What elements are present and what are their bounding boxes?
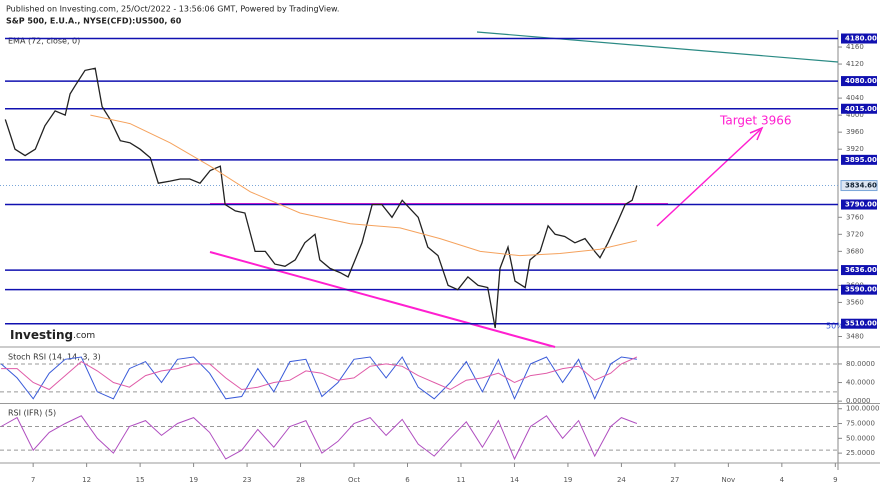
level-box xyxy=(841,154,877,165)
level-label: 4180.00 xyxy=(845,35,877,43)
arrow-head xyxy=(749,126,764,141)
publish-note: Published on Investing.com, 25/Oct/2022 … xyxy=(6,5,339,14)
x-tick-label: 28 xyxy=(296,476,305,484)
target-arrow xyxy=(656,129,761,227)
y-tick-label: 3960 xyxy=(846,128,864,136)
x-tick-label: 24 xyxy=(617,476,626,484)
y-tick-label: 75.0000 xyxy=(846,420,875,428)
x-tick-label: 9 xyxy=(833,476,837,484)
y-tick-label: 4120 xyxy=(846,60,864,68)
level-label: 3636.00 xyxy=(845,266,877,274)
y-tick-label: 0.0000 xyxy=(846,397,871,405)
level-label: 3590.00 xyxy=(845,286,877,294)
x-tick-label: 19 xyxy=(563,476,572,484)
series-line xyxy=(1,356,638,391)
level-box xyxy=(841,76,877,87)
logo-suffix: .com xyxy=(73,331,95,341)
logo: Investing.com xyxy=(10,328,95,342)
y-tick-label: 50.0000 xyxy=(846,434,875,442)
x-tick-label: 27 xyxy=(670,476,679,484)
y-tick-label: 3760 xyxy=(846,213,864,221)
panel-title: Stoch RSI (14, 14, 3, 3) xyxy=(8,353,101,362)
level-box xyxy=(841,199,877,210)
indicator-label: EMA (72, close, 0) xyxy=(8,37,80,46)
x-tick-label: Oct xyxy=(348,476,360,484)
series-line xyxy=(0,415,638,461)
panel-title: RSI (IFR) (5) xyxy=(8,409,56,418)
y-tick-label: 3680 xyxy=(846,247,864,255)
y-tick-label: 100.0000 xyxy=(846,405,879,413)
y-tick-label: 4160 xyxy=(846,43,864,51)
series-line xyxy=(90,114,638,257)
level-label: 3895.00 xyxy=(845,156,877,164)
series-line xyxy=(4,67,638,329)
x-tick-label: 7 xyxy=(31,476,35,484)
last-price-box xyxy=(840,180,878,192)
level-box xyxy=(841,103,877,114)
level-label: 3510.00 xyxy=(845,320,877,328)
x-tick-label: 6 xyxy=(405,476,410,484)
y-tick-label: 3560 xyxy=(846,298,864,306)
symbol: S&P 500, E.U.A., NYSE(CFD):US500, 60 xyxy=(6,17,182,26)
last-price-label: 3834.60 xyxy=(845,182,877,190)
x-tick-label: Nov xyxy=(722,476,736,484)
support-line xyxy=(209,251,556,348)
y-tick-label: 4040 xyxy=(846,94,864,102)
y-tick-label: 4000 xyxy=(846,111,864,119)
y-tick-label: 3720 xyxy=(846,230,864,238)
level-box xyxy=(841,33,877,44)
level-box xyxy=(841,265,877,276)
trend-line xyxy=(476,31,839,63)
target-annotation: Target 3966 xyxy=(719,114,791,128)
y-tick-label: 80.0000 xyxy=(846,360,875,368)
fib-annotation: 50% xyxy=(826,322,844,331)
x-tick-label: 4 xyxy=(780,476,785,484)
level-label: 4080.00 xyxy=(845,77,877,85)
level-box xyxy=(841,318,877,329)
level-label: 4015.00 xyxy=(845,105,877,113)
level-box xyxy=(841,284,877,295)
x-tick-label: 15 xyxy=(136,476,145,484)
logo-main: Investing xyxy=(10,328,73,342)
x-tick-label: 14 xyxy=(510,476,519,484)
y-tick-label: 3920 xyxy=(846,145,864,153)
x-tick-label: 12 xyxy=(82,476,91,484)
y-tick-label: 25.0000 xyxy=(846,449,875,457)
level-label: 3790.00 xyxy=(845,201,877,209)
x-tick-label: 19 xyxy=(189,476,198,484)
x-tick-label: 11 xyxy=(457,476,466,484)
y-tick-label: 40.0000 xyxy=(846,379,875,387)
series-line xyxy=(0,356,637,401)
y-tick-label: 3480 xyxy=(846,332,864,340)
x-tick-label: 23 xyxy=(243,476,252,484)
